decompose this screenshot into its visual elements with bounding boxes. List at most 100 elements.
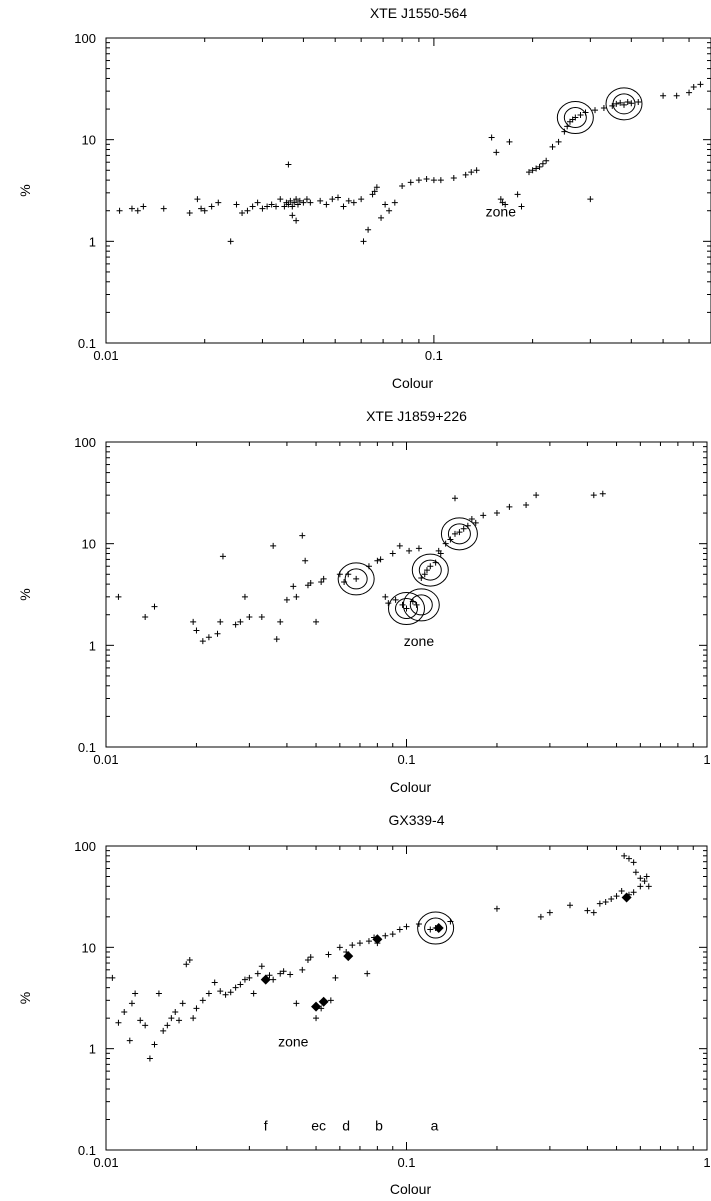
chart-3-data-point	[327, 997, 334, 1004]
chart-2-data-point	[523, 502, 530, 509]
chart-3-data-point	[625, 855, 632, 862]
chart-2-title: XTE J1859+226	[366, 408, 467, 424]
chart-1-data-point	[294, 201, 301, 208]
chart-3-data-point	[403, 923, 410, 930]
chart-1-data-point	[415, 177, 422, 184]
chart-1-data-point	[259, 205, 266, 212]
chart-3-diamond-marker	[311, 1001, 322, 1012]
chart-3-data-point	[382, 932, 389, 939]
chart-2-data-point	[283, 596, 290, 603]
chart-2-data-point	[219, 553, 226, 560]
chart-3-data-point	[336, 944, 343, 951]
chart-3-data-point	[250, 990, 257, 997]
chart-3-data-point	[254, 970, 261, 977]
chart-2-data-point	[258, 613, 265, 620]
chart-3-data-point	[299, 966, 306, 973]
chart-3-data-point	[241, 976, 248, 983]
chart-2-y-tick-label: 10	[82, 537, 96, 552]
chart-3-data-point	[630, 859, 637, 866]
chart-3-data-point	[493, 905, 500, 912]
chart-2-data-point	[415, 545, 422, 552]
chart-3-data-point	[608, 895, 615, 902]
chart-3-data-point	[121, 1009, 128, 1016]
chart-1-data-point	[317, 197, 324, 204]
chart-2-data-point	[374, 557, 381, 564]
chart-3-data-point	[277, 970, 284, 977]
chart-1-data-point	[690, 83, 697, 90]
chart-1-data-point	[329, 196, 336, 203]
chart-1-data-point	[572, 114, 579, 121]
chart-1-data-point	[697, 81, 704, 88]
chart-1-data-point	[160, 205, 167, 212]
chart-2-data-point	[533, 492, 540, 499]
chart-1-data-point	[281, 203, 288, 210]
chart-1-data-point	[423, 176, 430, 183]
chart-3-ring-outer	[417, 911, 455, 945]
chart-2-data-point	[190, 618, 197, 625]
chart-3-data-point	[365, 938, 372, 945]
chart-3-data-point	[332, 974, 339, 981]
chart-1-data-point	[673, 92, 680, 99]
chart-1-data-point	[186, 209, 193, 216]
chart-3-data-point	[364, 970, 371, 977]
chart-2-ring-inner	[418, 559, 442, 581]
chart-3-annotation: f	[264, 1118, 268, 1134]
chart-1-data-point	[289, 203, 296, 210]
chart-1-data-point	[239, 209, 246, 216]
chart-1-data-point	[407, 179, 414, 186]
chart-2-ring-inner	[344, 568, 368, 590]
chart-3-data-point	[183, 961, 190, 968]
chart-2-data-point	[193, 627, 200, 634]
chart-1-data-point	[600, 104, 607, 111]
chart-3-data-point	[287, 971, 294, 978]
chart-3-ring-inner	[424, 917, 448, 939]
chart-3-data-point	[389, 931, 396, 938]
chart-1-data-point	[577, 111, 584, 118]
chart-1-data-point	[686, 89, 693, 96]
chart-1-data-point	[273, 203, 280, 210]
chart-1-data-point	[450, 174, 457, 181]
chart-2-highlight-ring	[388, 592, 425, 626]
chart-1-data-point	[296, 197, 303, 204]
chart-1-data-point	[549, 143, 556, 150]
chart-1-data-point	[502, 201, 509, 208]
chart-1-data-point	[116, 207, 123, 214]
chart-2-data-point	[205, 634, 212, 641]
chart-3-annotation: a	[431, 1118, 439, 1134]
chart-1-ring-inner	[563, 107, 587, 129]
chart-1-data-point	[473, 167, 480, 174]
chart-3-diamond-marker	[343, 951, 354, 962]
chart-2-data-point	[468, 515, 475, 522]
chart-3-data-point	[186, 956, 193, 963]
chart-1-data-point	[628, 100, 635, 107]
chart-3-data-point	[304, 956, 311, 963]
chart-1-data-point	[371, 188, 378, 195]
chart-3-y-axis-label: %	[17, 992, 33, 1004]
chart-1-data-point	[303, 196, 310, 203]
chart-2-ring-outer	[388, 592, 425, 626]
chart-2-data-point	[320, 575, 327, 582]
chart-2-ring-outer	[337, 562, 375, 596]
chart-1-y-axis-label: %	[17, 184, 33, 196]
chart-2-data-point	[270, 542, 277, 549]
chart-3-data-point	[396, 926, 403, 933]
chart-2-data-point	[302, 557, 309, 564]
chart-1-data-point	[323, 201, 330, 208]
chart-1-data-point	[360, 238, 367, 245]
chart-2-data-point	[506, 503, 513, 510]
chart-1-data-point	[506, 138, 513, 145]
chart-2-data-point	[353, 575, 360, 582]
chart-1-data-point	[386, 207, 393, 214]
chart-2-data-point	[151, 603, 158, 610]
chart-2-data-point	[377, 556, 384, 563]
chart-2-data-point	[480, 512, 487, 519]
chart-1-data-point	[293, 217, 300, 224]
chart-2-data-point	[299, 532, 306, 539]
chart-3-data-point	[199, 997, 206, 1004]
chart-2-data-point	[460, 525, 467, 532]
chart-1-data-point	[350, 199, 357, 206]
chart-2-x-tick-label: 0.01	[93, 752, 118, 767]
chart-2-data-point	[427, 563, 434, 570]
